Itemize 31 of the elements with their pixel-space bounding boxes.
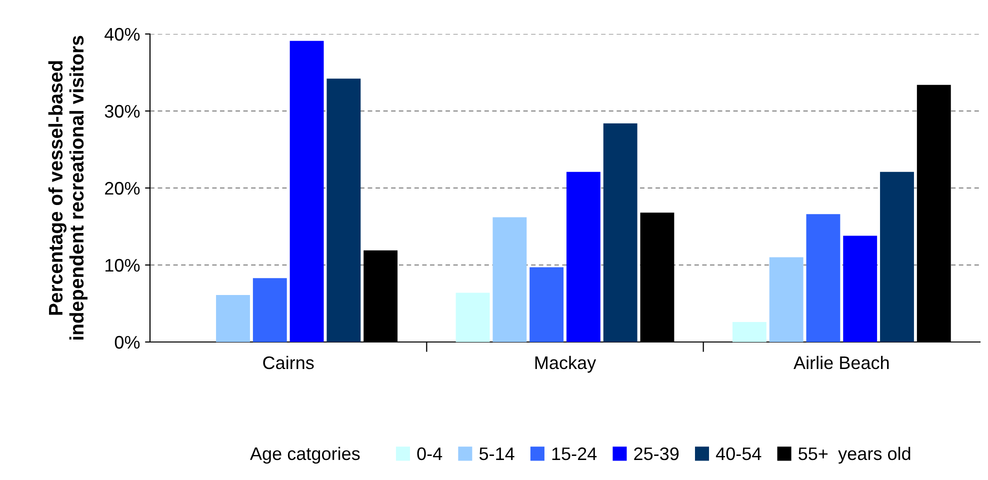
legend-title: Age catgories bbox=[250, 446, 360, 464]
y-tick-label: 40% bbox=[104, 28, 140, 41]
bar bbox=[326, 78, 361, 342]
y-tick-label: 0% bbox=[114, 336, 140, 349]
x-tick-label: Mackay bbox=[535, 356, 596, 373]
text: years old bbox=[838, 446, 910, 464]
y-axis-title: Percentage of vessel-based independent recreational visitors bbox=[48, 36, 88, 340]
bar bbox=[252, 278, 287, 342]
y-tick-label: 20% bbox=[105, 182, 140, 195]
bar bbox=[290, 40, 324, 342]
legend-label: 5-14 bbox=[479, 448, 514, 460]
y-tick-label: 30% bbox=[104, 104, 140, 118]
bar bbox=[843, 236, 878, 342]
bar bbox=[769, 257, 804, 342]
x-tick-label: Cairns bbox=[263, 356, 314, 370]
legend-label: 0-4 bbox=[417, 447, 442, 460]
legend-label: 40-54 bbox=[716, 447, 762, 460]
bar bbox=[603, 123, 638, 342]
legend-label: 25-39 bbox=[634, 447, 679, 460]
bar bbox=[216, 295, 250, 342]
bar bbox=[806, 214, 840, 342]
bar bbox=[530, 267, 564, 342]
legend-label: 15-24 bbox=[552, 447, 597, 460]
x-tick-label: Airlie Beach bbox=[794, 356, 889, 370]
bar bbox=[880, 172, 914, 342]
bar bbox=[492, 217, 527, 342]
bar bbox=[732, 322, 766, 342]
legend-label: 55+ bbox=[798, 448, 828, 460]
bar bbox=[456, 292, 490, 342]
y-tick-label: 10% bbox=[106, 258, 140, 272]
bar bbox=[566, 172, 600, 342]
